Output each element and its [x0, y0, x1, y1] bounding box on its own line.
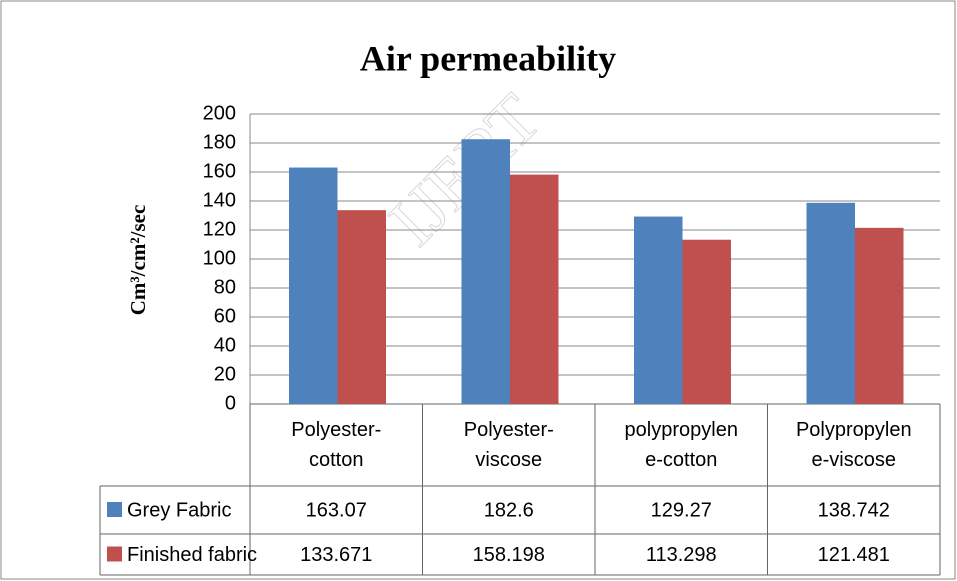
table-value: 133.671	[300, 544, 372, 566]
y-tick-label: 20	[214, 363, 236, 385]
table-value: 129.27	[651, 499, 712, 521]
y-tick-label: 200	[203, 102, 236, 124]
y-tick-label: 140	[203, 189, 236, 211]
x-tick-label: Polypropylene-viscose	[795, 419, 912, 471]
bar	[806, 202, 855, 404]
legend-label: Grey Fabric	[127, 499, 231, 521]
bar	[682, 239, 731, 404]
bar	[855, 227, 904, 404]
category-cell: Polypropylene-viscose	[768, 404, 941, 486]
bar	[510, 174, 559, 404]
table-value: 121.481	[818, 544, 890, 566]
y-tick-label: 40	[214, 334, 236, 356]
y-tick-label: 180	[203, 131, 236, 153]
table-value: 158.198	[473, 544, 545, 566]
category-cell: Polyester-cotton	[250, 404, 423, 486]
x-tick-label: Polyester-viscose	[463, 419, 554, 471]
bar	[337, 210, 386, 404]
x-tick-label: Polyester-cotton	[291, 419, 382, 471]
table-value: 138.742	[818, 499, 890, 521]
y-tick-label: 100	[203, 247, 236, 269]
y-tick-label: 0	[225, 392, 236, 414]
legend-swatch	[107, 502, 122, 517]
bar	[461, 139, 510, 405]
table-value: 163.07	[306, 499, 367, 521]
y-tick-label: 120	[203, 218, 236, 240]
y-tick-label: 80	[214, 276, 236, 298]
bar	[634, 216, 683, 404]
table-value: 113.298	[646, 544, 717, 566]
table-value: 182.6	[484, 499, 534, 521]
legend-swatch	[107, 546, 122, 562]
x-tick-label: polypropylene-cotton	[624, 419, 738, 471]
y-tick-label: 60	[214, 305, 236, 327]
category-cell: Polyester-viscose	[423, 404, 596, 486]
y-tick-label: 160	[203, 160, 236, 182]
category-cell: polypropylene-cotton	[595, 404, 768, 486]
y-axis-label: Cm³/cm²/sec	[126, 205, 150, 316]
chart-title: Air permeability	[360, 38, 616, 78]
bar	[289, 167, 338, 404]
legend-label: Finished fabric	[127, 544, 257, 566]
